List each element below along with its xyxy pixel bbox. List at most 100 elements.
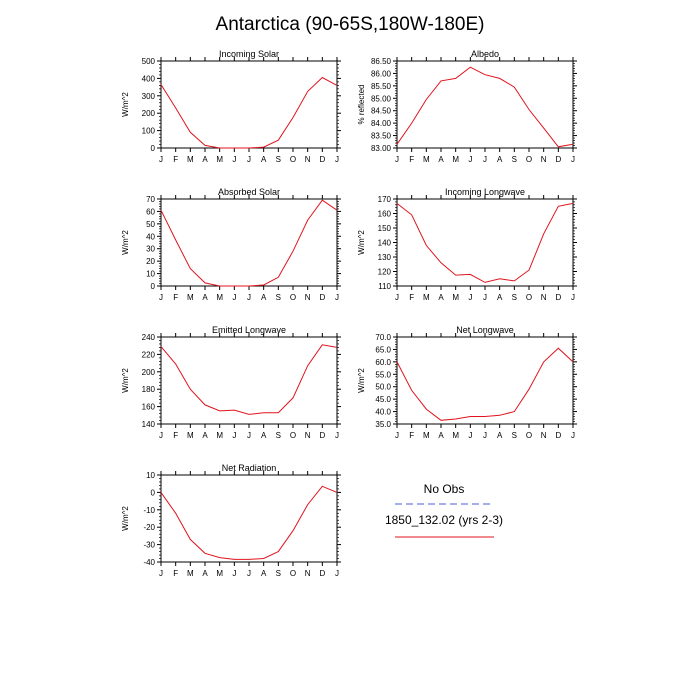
panel-3-xtick-label: J — [571, 293, 575, 302]
panel-3-ytick-label: 140 — [378, 239, 392, 248]
panel-1-ytick-label: 84.50 — [371, 107, 392, 116]
panel-4-title: Emitted Longwave — [212, 325, 286, 335]
panel-0-xtick-label: J — [232, 155, 236, 164]
panel-6-xtick-label: A — [261, 569, 267, 578]
panel-1-ytick-label: 86.00 — [371, 69, 392, 78]
panel-1-xtick-label: J — [395, 155, 399, 164]
panel-5-title: Net Longwave — [456, 325, 514, 335]
panel-2-series-0 — [160, 199, 338, 287]
panel-1-ytick-label: 85.50 — [371, 82, 392, 91]
panel-1-ytick-label: 85.00 — [371, 94, 392, 103]
panel-6-xtick-label: J — [232, 569, 236, 578]
panel-0-xtick-label: J — [335, 155, 339, 164]
legend-entry-1-label: 1850_132.02 (yrs 2-3) — [385, 513, 503, 527]
panel-3-ytick-label: 170 — [378, 195, 392, 204]
panel-1-ylabel: % reflected — [357, 84, 366, 124]
panel-4-xtick-label: N — [305, 431, 311, 440]
panel-2-xtick-label: J — [232, 293, 236, 302]
panel-6-ytick-label: -30 — [143, 541, 155, 550]
panel-5-xtick-label: A — [438, 431, 444, 440]
panel-5-xtick-label: S — [512, 431, 517, 440]
panel-2-title: Absorbed Solar — [218, 187, 280, 197]
panel-0-ytick-label: 300 — [142, 92, 156, 101]
panel-2-ytick-label: 40 — [146, 232, 155, 241]
panel-4-ytick-label: 200 — [142, 368, 156, 377]
panel-2-ytick-label: 70 — [146, 195, 155, 204]
panel-5-xtick-label: J — [571, 431, 575, 440]
panel-6-ytick-label: -10 — [143, 506, 155, 515]
panel-2-ytick-label: 0 — [151, 282, 156, 291]
panel-5-xtick-label: A — [497, 431, 503, 440]
panel-3-xtick-label: O — [526, 293, 532, 302]
panel-3-ytick-label: 150 — [378, 224, 392, 233]
panel-0-ytick-label: 0 — [151, 144, 156, 153]
panel-5-xtick-label: J — [483, 431, 487, 440]
panel-1: Albedo % reflected 83.00 83.50 84.00 84.50 85.… — [357, 49, 577, 164]
panel-4-ytick-label: 220 — [142, 350, 156, 359]
panel-6-xtick-label: M — [216, 569, 223, 578]
panel-2-xtick-label: J — [247, 293, 251, 302]
panel-3-ytick-label: 120 — [378, 268, 392, 277]
panel-0-xtick-label: M — [216, 155, 223, 164]
panel-0-title: Incoming Solar — [219, 49, 279, 59]
panel-0-ylabel: W/m^2 — [121, 92, 130, 117]
panel-5-xtick-label: J — [395, 431, 399, 440]
panel-6-title: Net Radiation — [222, 463, 277, 473]
panel-0-ytick-label: 400 — [142, 74, 156, 83]
panel-0-xtick-label: M — [187, 155, 194, 164]
panel-4-xtick-label: J — [159, 431, 163, 440]
panel-2-xtick-label: M — [216, 293, 223, 302]
panel-3-xtick-label: J — [395, 293, 399, 302]
panel-1-xtick-label: O — [526, 155, 532, 164]
panel-2-xtick-label: O — [290, 293, 296, 302]
panel-5-frame — [396, 336, 574, 425]
panel-2-xtick-label: J — [159, 293, 163, 302]
panel-0-ytick-label: 100 — [142, 127, 156, 136]
panel-6-frame — [160, 474, 338, 563]
panel-1-xtick-label: M — [423, 155, 430, 164]
panel-2-ylabel: W/m^2 — [121, 230, 130, 255]
panel-0-xtick-label: O — [290, 155, 296, 164]
panel-2-frame — [160, 198, 338, 287]
panel-3-title: Incoming Longwave — [445, 187, 525, 197]
legend: No Obs 1850_132.02 (yrs 2-3) — [385, 482, 503, 538]
panel-5-xtick-label: O — [526, 431, 532, 440]
panel-4-frame — [160, 336, 338, 425]
panel-1-xtick-label: J — [483, 155, 487, 164]
panel-4-xtick-label: A — [202, 431, 208, 440]
panel-3-xtick-label: D — [555, 293, 561, 302]
panel-6-xtick-label: J — [335, 569, 339, 578]
panel-2-ytick-label: 30 — [146, 245, 155, 254]
panel-5-xtick-label: F — [409, 431, 414, 440]
panel-2-ytick-label: 20 — [146, 257, 155, 266]
panel-0-xtick-label: N — [305, 155, 311, 164]
panel-6-xtick-label: M — [187, 569, 194, 578]
panel-3-xtick-label: S — [512, 293, 517, 302]
panel-5-ytick-label: 65.0 — [375, 345, 391, 354]
panel-4-xtick-label: J — [247, 431, 251, 440]
panel-0-xtick-label: D — [319, 155, 325, 164]
panel-4-ylabel: W/m^2 — [121, 368, 130, 393]
panel-4-ytick-label: 180 — [142, 385, 156, 394]
panel-0-xtick-label: A — [202, 155, 208, 164]
panel-2-ytick-label: 10 — [146, 270, 155, 279]
panel-5-series-0 — [396, 347, 574, 421]
panel-3-ytick-label: 110 — [378, 282, 391, 291]
panel-4-ytick-label: 140 — [142, 420, 156, 429]
panel-6-series-0 — [160, 485, 338, 560]
panel-3-ytick-label: 130 — [378, 253, 392, 262]
panel-5-ytick-label: 55.0 — [375, 370, 391, 379]
panel-1-xtick-label: A — [497, 155, 503, 164]
panel-6-xtick-label: S — [276, 569, 281, 578]
panel-4-ytick-label: 240 — [142, 333, 156, 342]
panel-3-frame — [396, 198, 574, 287]
panel-3-ylabel: W/m^2 — [357, 230, 366, 255]
panel-2-xtick-label: F — [173, 293, 178, 302]
panel-1-xtick-label: S — [512, 155, 517, 164]
panel-6-ylabel: W/m^2 — [121, 506, 130, 531]
panel-5-ytick-label: 50.0 — [375, 383, 391, 392]
panel-6-ytick-label: 10 — [146, 471, 155, 480]
panel-5-xtick-label: N — [541, 431, 547, 440]
